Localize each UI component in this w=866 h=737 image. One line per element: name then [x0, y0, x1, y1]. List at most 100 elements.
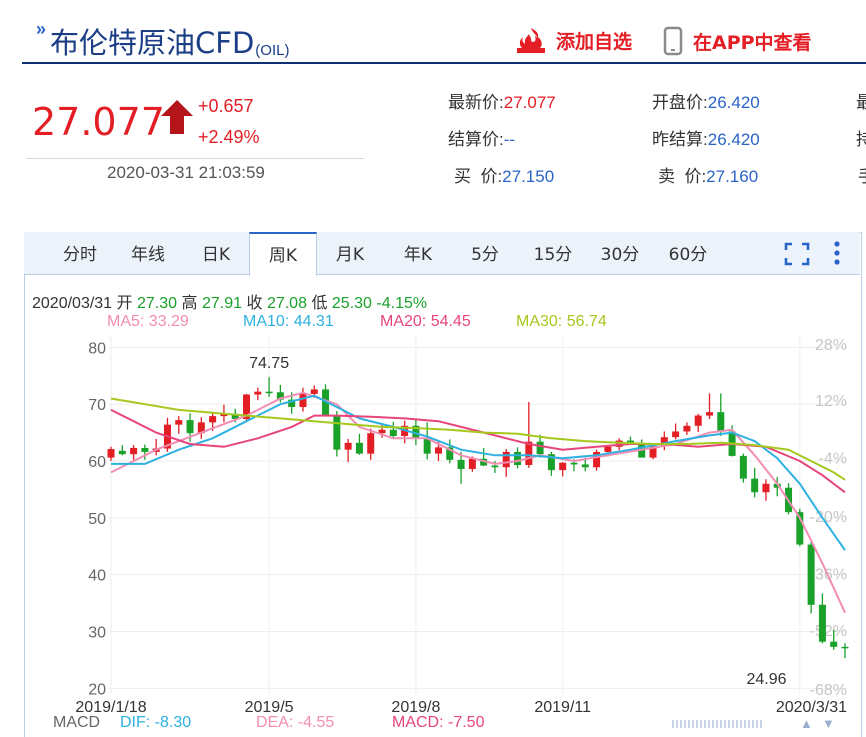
tab-30min[interactable]: 30分	[600, 245, 640, 265]
macd-dea: DEA: -4.55	[256, 714, 335, 731]
pct-tick-label: 12%	[815, 393, 847, 410]
field-value: --	[503, 130, 516, 149]
ma10-legend: MA10: 44.31	[243, 313, 334, 330]
tab-daily-k[interactable]: 日K	[201, 245, 231, 265]
high-label: 高	[181, 295, 198, 312]
candle-body	[118, 450, 126, 455]
clipped-field-label: 最	[856, 93, 866, 112]
tab-60min[interactable]: 60分	[668, 245, 708, 265]
low-label: 低	[311, 295, 328, 312]
candle-body	[649, 446, 657, 458]
field-value: 27.160	[706, 167, 759, 186]
candle-body	[514, 451, 522, 465]
macd-dif: DIF: -8.30	[120, 714, 192, 731]
bid-price-field: 买 价:27.150	[454, 162, 554, 187]
open-price-field: 开盘价:26.420	[652, 88, 760, 113]
latest-price-field: 最新价:27.077	[448, 88, 556, 113]
candle-body	[570, 462, 578, 465]
quote-divider	[26, 158, 364, 159]
ma-line-ma10	[111, 394, 846, 551]
pct-tick-label: -20%	[810, 509, 847, 526]
candle-body	[333, 416, 341, 450]
tab-5min[interactable]: 5分	[471, 245, 499, 265]
candle-body	[807, 544, 815, 605]
clipped-field-label: 持	[856, 130, 866, 149]
candle-body	[310, 389, 318, 394]
candle-body	[547, 454, 555, 471]
fullscreen-icon[interactable]	[784, 242, 810, 266]
tab-monthly-k[interactable]: 月K	[335, 245, 365, 265]
field-label: 结算价:	[448, 130, 504, 149]
candle-body	[389, 429, 397, 437]
x-tick-label: 2019/8	[391, 699, 440, 716]
close-value: 27.08	[266, 295, 307, 312]
candle-body	[581, 464, 589, 468]
tab-timeshare[interactable]: 分时	[63, 245, 97, 265]
double-chevron-icon: »	[36, 19, 47, 39]
pct-tick-label: -52%	[810, 623, 847, 640]
y-tick-label: 50	[88, 511, 106, 528]
candle-body	[367, 433, 375, 454]
field-value: 27.150	[502, 167, 555, 186]
ma20-legend: MA20: 54.45	[380, 313, 471, 330]
open-label: 开	[116, 295, 133, 312]
candle-body	[525, 441, 533, 465]
candle-body	[322, 389, 330, 417]
candle-body	[254, 391, 262, 395]
candle-body	[265, 391, 273, 394]
candle-body	[231, 413, 239, 419]
candle-body	[559, 462, 567, 471]
candle-body	[830, 641, 838, 647]
candle-body	[796, 512, 804, 545]
scroll-arrow-down-icon[interactable]: ▼	[822, 716, 835, 731]
tab-yearline[interactable]: 年线	[131, 245, 165, 265]
x-tick-label: 2019/11	[534, 699, 591, 716]
page-title: 布伦特原油CFD	[50, 26, 255, 60]
extreme-value-label: 24.96	[747, 671, 787, 688]
y-tick-label: 70	[88, 397, 106, 414]
price-change: +0.657	[198, 96, 254, 116]
candle-body	[818, 604, 826, 642]
scroll-arrow-up-icon[interactable]: ▲	[800, 716, 813, 731]
candle-body	[186, 420, 194, 434]
ma-line-ma5	[110, 391, 846, 614]
tab-15min[interactable]: 15分	[533, 245, 573, 265]
period-tab-bar	[24, 232, 860, 275]
quote-timestamp: 2020-03-31 21:03:59	[107, 163, 265, 182]
candle-body	[344, 442, 352, 450]
macd-label: MACD	[53, 714, 101, 731]
y-tick-label: 80	[88, 340, 106, 357]
macd-value: MACD: -7.50	[392, 714, 485, 731]
field-value: 26.420	[707, 93, 760, 112]
candle-body	[773, 483, 781, 488]
add-watchlist-button[interactable]: 添加自选	[514, 26, 632, 54]
low-value: 25.30	[331, 295, 372, 312]
candle-body	[141, 447, 149, 452]
candle-body	[491, 465, 499, 468]
candle-body	[683, 425, 691, 432]
view-in-app-label: 在APP中查看	[693, 31, 812, 54]
candle-body	[841, 646, 849, 649]
pct-tick-label: -68%	[810, 682, 847, 699]
tab-weekly-k[interactable]: 周K	[249, 232, 317, 276]
field-value: 26.420	[707, 130, 760, 149]
y-tick-label: 30	[88, 624, 106, 641]
pct-tick-label: 28%	[815, 337, 847, 354]
high-value: 27.91	[201, 295, 243, 312]
prev-settlement-field: 昨结算:26.420	[652, 125, 760, 150]
more-options-icon[interactable]	[832, 240, 842, 266]
view-in-app-button[interactable]: 在APP中查看	[662, 26, 812, 56]
y-tick-label: 40	[88, 568, 106, 585]
instrument-code: (OIL)	[255, 42, 290, 59]
candle-body	[705, 412, 713, 416]
candle-body	[502, 451, 510, 468]
candle-body	[672, 431, 680, 438]
candle-body	[604, 446, 612, 452]
candle-body	[197, 422, 205, 434]
scroll-track[interactable]	[672, 720, 762, 728]
title-divider	[22, 62, 866, 64]
candle-body	[423, 438, 431, 454]
tab-yearly-k[interactable]: 年K	[403, 245, 433, 265]
flame-icon	[517, 28, 545, 53]
candle-body	[412, 425, 420, 439]
